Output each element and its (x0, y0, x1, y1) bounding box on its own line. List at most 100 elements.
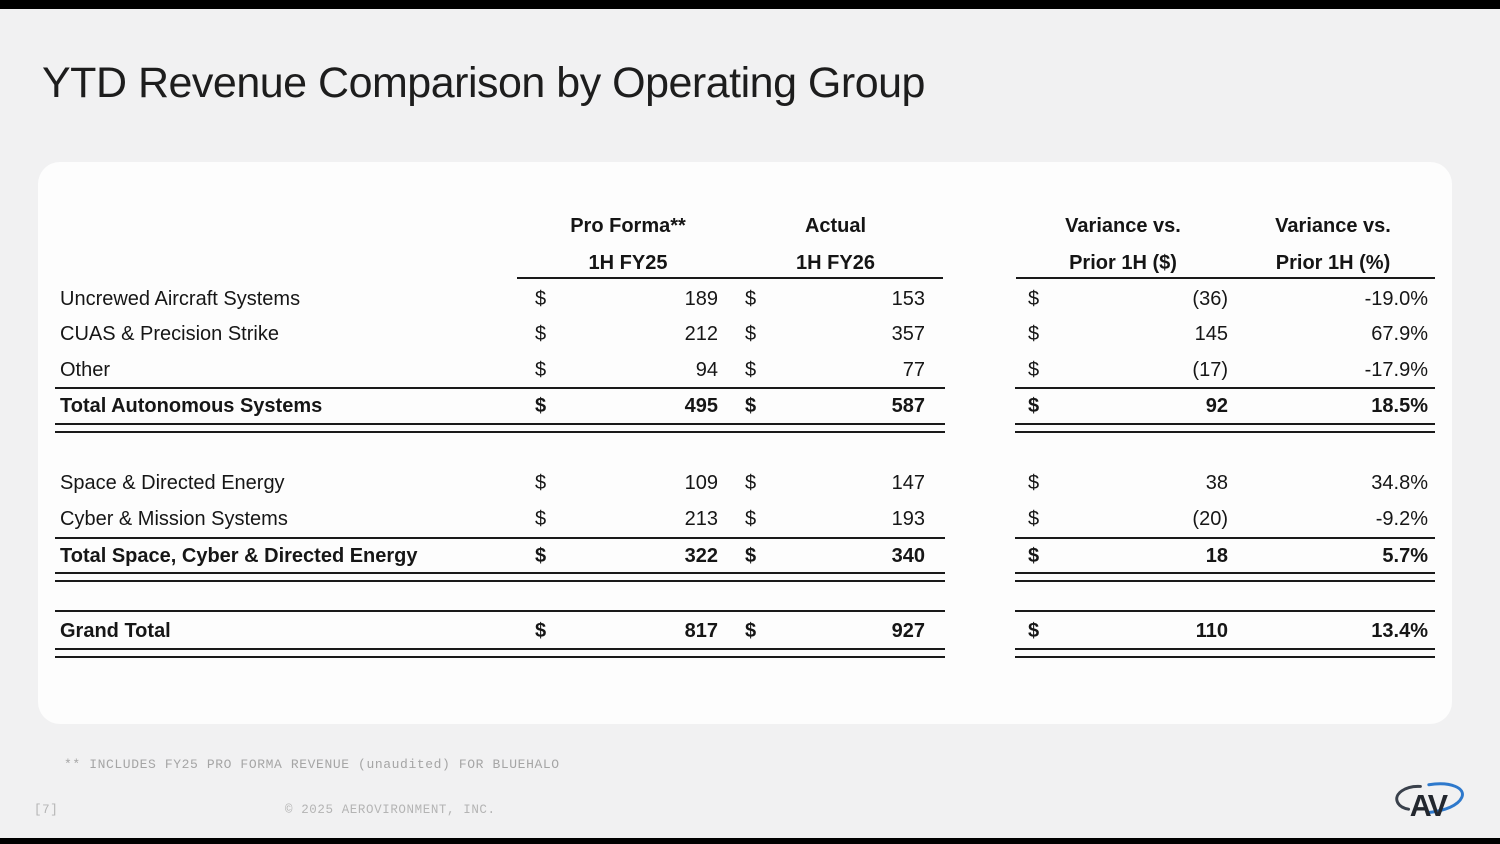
dollar-sign: $ (535, 288, 547, 310)
variance-pct-value: 34.8% (1371, 472, 1428, 494)
pro-forma-value: 189 (684, 288, 718, 310)
row-label: CUAS & Precision Strike (60, 323, 279, 345)
actual-value: 77 (902, 359, 925, 381)
column-header-pro-forma: Pro Forma** 1H FY25 (518, 208, 738, 282)
column-header-line1: Pro Forma** (570, 215, 686, 237)
column-header-line2: 1H FY25 (588, 252, 668, 274)
table-row: Cyber & Mission Systems $ 213 $ 193 $ (2… (38, 501, 1452, 537)
footnote: ** INCLUDES FY25 PRO FORMA REVENUE (unau… (64, 757, 560, 772)
table-row-grand-total: Grand Total $ 817 $ 927 $ 110 13.4% (38, 613, 1452, 649)
variance-usd-value: (17) (1192, 359, 1228, 381)
column-header-line1: Variance vs. (1065, 215, 1181, 237)
actual-value: 193 (891, 508, 925, 530)
dollar-sign: $ (535, 395, 547, 417)
actual-value: 927 (891, 620, 925, 642)
table-row-subtotal: Total Autonomous Systems $ 495 $ 587 $ 9… (38, 388, 1452, 424)
subtotal-top-rule-right (1015, 387, 1435, 389)
variance-pct-value: 13.4% (1371, 620, 1428, 642)
actual-value: 587 (891, 395, 925, 417)
grand-total-double-rule-left (55, 648, 945, 650)
variance-usd-value: 145 (1194, 323, 1228, 345)
subtotal-double-rule-left (55, 431, 945, 433)
dollar-sign: $ (745, 472, 757, 494)
actual-value: 357 (891, 323, 925, 345)
logo-text: AV (1410, 789, 1449, 823)
column-header-line1: Variance vs. (1275, 215, 1391, 237)
subtotal-double-rule-right (1015, 431, 1435, 433)
pro-forma-value: 495 (684, 395, 718, 417)
slide-background: YTD Revenue Comparison by Operating Grou… (0, 9, 1500, 838)
dollar-sign: $ (1028, 323, 1040, 345)
column-header-line2: Prior 1H (%) (1275, 252, 1391, 274)
page-number: [7] (34, 803, 59, 817)
dollar-sign: $ (745, 620, 757, 642)
table-row: Other $ 94 $ 77 $ (17) -17.9% (38, 352, 1452, 388)
variance-pct-value: 67.9% (1371, 323, 1428, 345)
pro-forma-value: 109 (684, 472, 718, 494)
dollar-sign: $ (535, 545, 547, 567)
grand-total-top-rule-left (55, 610, 945, 612)
header-underline-left (517, 277, 943, 279)
grand-total-top-rule-right (1015, 610, 1435, 612)
actual-value: 153 (891, 288, 925, 310)
subtotal-top-rule-left (55, 387, 945, 389)
variance-usd-value: 92 (1205, 395, 1228, 417)
dollar-sign: $ (535, 620, 547, 642)
table-row: Uncrewed Aircraft Systems $ 189 $ 153 $ … (38, 281, 1452, 317)
variance-usd-value: 18 (1205, 545, 1228, 567)
column-header-line2: 1H FY26 (796, 252, 875, 274)
variance-usd-value: (36) (1192, 288, 1228, 310)
dollar-sign: $ (535, 508, 547, 530)
variance-usd-value: (20) (1192, 508, 1228, 530)
dollar-sign: $ (535, 323, 547, 345)
variance-pct-value: -19.0% (1364, 288, 1428, 310)
dollar-sign: $ (745, 395, 757, 417)
dollar-sign: $ (745, 545, 757, 567)
dollar-sign: $ (1028, 620, 1040, 642)
table-row: CUAS & Precision Strike $ 212 $ 357 $ 14… (38, 316, 1452, 352)
subtotal-top-rule-right (1015, 537, 1435, 539)
variance-pct-value: -9.2% (1375, 508, 1428, 530)
table-row-subtotal: Total Space, Cyber & Directed Energy $ 3… (38, 538, 1452, 574)
subtotal-double-rule-left (55, 580, 945, 582)
grand-total-double-rule-right (1015, 656, 1435, 658)
column-header-line1: Actual (804, 215, 867, 237)
dollar-sign: $ (745, 288, 757, 310)
table-row: Space & Directed Energy $ 109 $ 147 $ 38… (38, 465, 1452, 501)
row-label: Other (60, 359, 111, 381)
actual-value: 340 (891, 545, 925, 567)
row-label: Total Space, Cyber & Directed Energy (60, 545, 418, 567)
revenue-table-card: Pro Forma** 1H FY25 Actual 1H FY26 Varia… (38, 162, 1452, 724)
grand-total-double-rule-right (1015, 648, 1435, 650)
row-label: Grand Total (60, 620, 171, 642)
dollar-sign: $ (745, 323, 757, 345)
subtotal-double-rule-right (1015, 580, 1435, 582)
column-header-variance-pct: Variance vs. Prior 1H (%) (1223, 208, 1443, 282)
subtotal-double-rule-left (55, 572, 945, 574)
subtotal-double-rule-right (1015, 423, 1435, 425)
row-label: Cyber & Mission Systems (60, 508, 288, 530)
variance-usd-value: 38 (1205, 472, 1228, 494)
subtotal-top-rule-left (55, 537, 945, 539)
dollar-sign: $ (1028, 288, 1040, 310)
variance-usd-value: 110 (1195, 620, 1228, 642)
pro-forma-value: 817 (684, 620, 718, 642)
pro-forma-value: 212 (684, 323, 718, 345)
dollar-sign: $ (1028, 472, 1040, 494)
dollar-sign: $ (745, 508, 757, 530)
variance-pct-value: -17.9% (1364, 359, 1428, 381)
column-header-line2: Prior 1H ($) (1069, 252, 1177, 274)
pro-forma-value: 94 (695, 359, 718, 381)
copyright-text: © 2025 AEROVIRONMENT, INC. (285, 803, 496, 817)
dollar-sign: $ (535, 472, 547, 494)
dollar-sign: $ (1028, 545, 1040, 567)
pro-forma-value: 213 (684, 508, 718, 530)
column-header-actual: Actual 1H FY26 (728, 208, 943, 282)
row-label: Total Autonomous Systems (60, 395, 323, 417)
dollar-sign: $ (745, 359, 757, 381)
dollar-sign: $ (1028, 508, 1040, 530)
subtotal-double-rule-right (1015, 572, 1435, 574)
pro-forma-value: 322 (684, 545, 718, 567)
variance-pct-value: 18.5% (1371, 395, 1428, 417)
